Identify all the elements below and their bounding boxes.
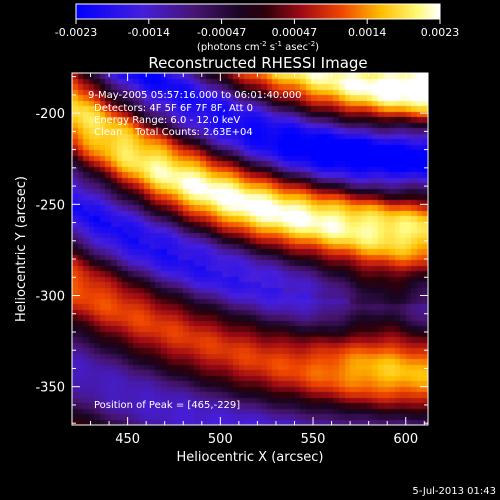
colorbar-tick-label-6: 0.0023 xyxy=(421,26,460,39)
timestamp: 5-Jul-2013 01:43 xyxy=(412,486,496,497)
y-tick-label-3: -300 xyxy=(35,290,65,305)
y-tick-label-1: -200 xyxy=(35,107,65,122)
x-tick-label-4: 600 xyxy=(393,432,418,447)
annotation-detectors: Detectors: 4F 5F 6F 7F 8F, Att 0 xyxy=(94,103,253,114)
y-tick-label-2: -250 xyxy=(35,198,65,213)
annotation-clean-counts: Clean Total Counts: 2.63E+04 xyxy=(94,127,253,138)
x-axis-ticks xyxy=(90,73,425,425)
peak-marker xyxy=(153,163,158,169)
colorbar-ticks xyxy=(75,19,441,24)
colorbar-tick-label-2: -0.0014 xyxy=(128,26,170,39)
y-tick-label-4: -350 xyxy=(35,381,65,396)
colorbar-tick-label-3: -0.00047 xyxy=(197,26,246,39)
x-axis-label: Heliocentric X (arcsec) xyxy=(177,450,324,465)
colorbar-tick-label-1: -0.0023 xyxy=(55,26,97,39)
y-axis-ticks xyxy=(72,76,428,424)
annotation-energy-range: Energy Range: 6.0 - 12.0 keV xyxy=(94,115,240,126)
annotation-block: 9-May-2005 05:57:16.000 to 06:01:40.000 … xyxy=(88,90,301,411)
colorbar-frame xyxy=(75,3,441,20)
annotation-peak-position: Position of Peak = [465,-229] xyxy=(94,400,240,411)
colorbar-gradient xyxy=(76,4,440,19)
x-tick-label-2: 500 xyxy=(208,432,233,447)
colorbar-tick-label-5: 0.0014 xyxy=(348,26,387,39)
chart-title: Reconstructed RHESSI Image xyxy=(148,54,367,72)
x-tick-label-1: 450 xyxy=(115,432,140,447)
heatmap-image xyxy=(72,73,428,425)
colorbar-unit-label: (photons cm-2 s-1 asec-2) xyxy=(197,40,319,53)
colorbar-tick-label-4: 0.00047 xyxy=(272,26,318,39)
y-axis-label: Heliocentric Y (arcsec) xyxy=(14,176,29,322)
plot-frame xyxy=(71,72,429,426)
annotation-time-range: 9-May-2005 05:57:16.000 to 06:01:40.000 xyxy=(88,90,301,101)
colorbar: -0.0023 -0.0014 -0.00047 0.00047 0.0014 … xyxy=(55,3,460,53)
x-tick-label-3: 550 xyxy=(301,432,326,447)
